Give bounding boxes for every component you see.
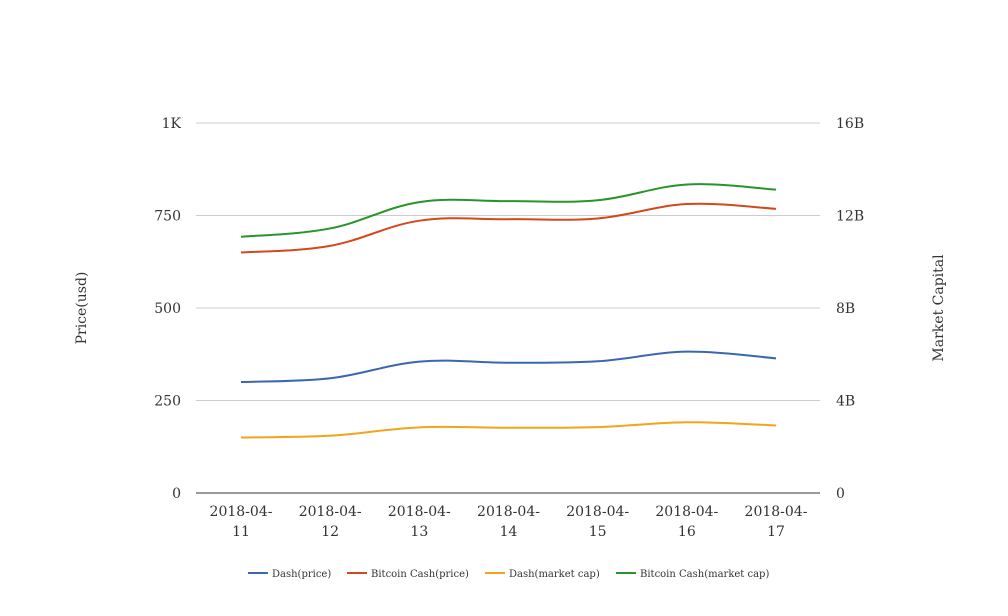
- right-axis-title: Market Capital: [931, 254, 947, 362]
- x-tick-label: 2018-04-13: [388, 504, 451, 540]
- right-tick-label: 8B: [836, 301, 855, 317]
- right-axis-ticks: 0 4B 8B 12B 16B: [836, 116, 864, 502]
- right-tick-label: 12B: [836, 209, 864, 225]
- series-lines: [240, 183, 777, 439]
- right-tick-label: 0: [836, 486, 845, 502]
- x-axis-ticks: 2018-04-11 2018-04-12 2018-04-13 2018-04-14…: [210, 504, 808, 540]
- x-tick-label: 2018-04-11: [210, 504, 273, 540]
- x-tick-label: 2018-04-17: [745, 504, 808, 540]
- legend-label: Dash(price): [272, 569, 331, 580]
- series-line-1: [240, 202, 777, 254]
- left-tick-label: 250: [154, 394, 181, 410]
- left-tick-label: 1K: [162, 116, 182, 132]
- series-line-0: [240, 350, 777, 383]
- legend-label: Bitcoin Cash(market cap): [640, 569, 769, 580]
- left-axis-title: Price(usd): [74, 272, 90, 345]
- x-tick-label: 2018-04-14: [477, 504, 540, 540]
- right-tick-label: 4B: [836, 394, 855, 410]
- series-line-3: [240, 183, 777, 238]
- x-tick-label: 2018-04-15: [566, 504, 629, 540]
- gridlines: [196, 122, 820, 494]
- legend: Dash(price) Bitcoin Cash(price) Dash(marke…: [248, 569, 769, 580]
- left-tick-label: 500: [154, 301, 181, 317]
- left-axis-ticks: 0 250 500 750 1K: [154, 116, 181, 502]
- x-tick-label: 2018-04-16: [655, 504, 718, 540]
- left-tick-label: 0: [172, 486, 181, 502]
- series-line-2: [240, 421, 777, 439]
- legend-label: Dash(market cap): [509, 569, 600, 580]
- legend-label: Bitcoin Cash(price): [371, 569, 469, 580]
- right-tick-label: 16B: [836, 116, 864, 132]
- left-tick-label: 750: [154, 209, 181, 225]
- x-tick-label: 2018-04-12: [299, 504, 362, 540]
